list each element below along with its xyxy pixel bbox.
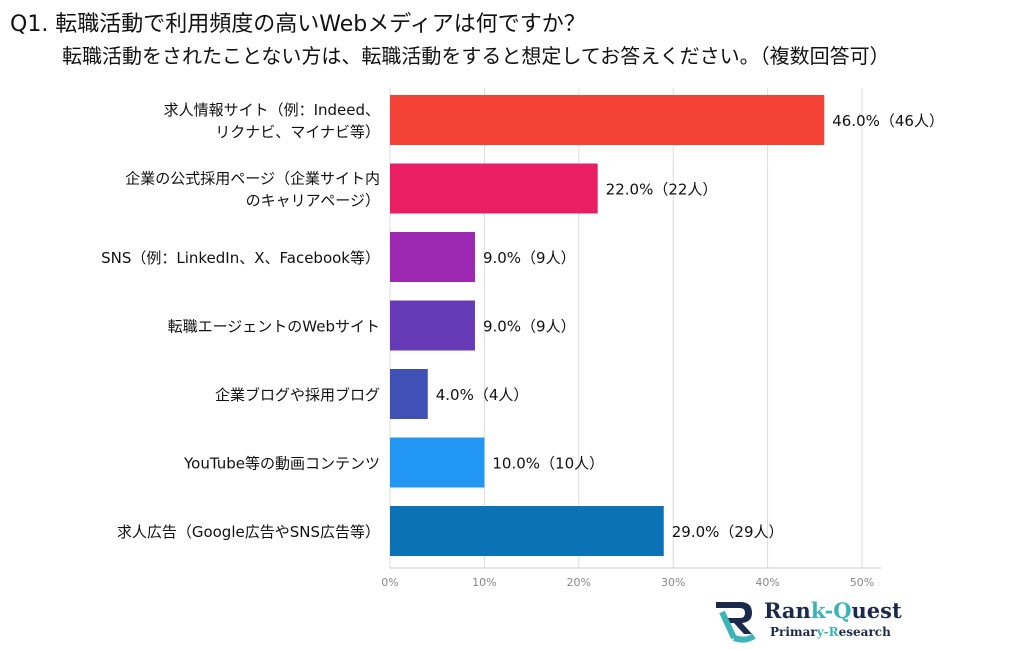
chart-subtitle: 転職活動をされたことない方は、転職活動をすると想定してお答えください。（複数回答… bbox=[62, 44, 890, 68]
bar bbox=[390, 506, 664, 556]
category-label: 求人情報サイト（例：Indeed、 bbox=[164, 101, 380, 119]
bar bbox=[390, 95, 825, 145]
category-label: 転職エージェントのWebサイト bbox=[168, 318, 380, 336]
logo-mark-icon bbox=[716, 602, 756, 643]
category-label: 企業ブログや採用ブログ bbox=[215, 386, 380, 404]
data-label: 10.0%（10人） bbox=[492, 455, 604, 473]
x-tick-label: 20% bbox=[567, 576, 591, 589]
bar bbox=[390, 300, 475, 351]
bar bbox=[390, 437, 485, 488]
x-tick-label: 0% bbox=[381, 576, 398, 589]
category-label: SNS（例：LinkedIn、X、Facebook等） bbox=[101, 249, 380, 267]
data-label: 22.0%（22人） bbox=[606, 181, 718, 199]
data-label: 46.0%（46人） bbox=[832, 112, 944, 130]
bar bbox=[390, 163, 598, 214]
x-tick-label: 30% bbox=[661, 576, 685, 589]
rank-quest-logo: Rank-Quest Primary-Research bbox=[712, 598, 912, 644]
x-tick-label: 50% bbox=[850, 576, 874, 589]
category-label: YouTube等の動画コンテンツ bbox=[183, 455, 380, 473]
x-tick-label: 10% bbox=[472, 576, 496, 589]
category-label: のキャリアページ） bbox=[246, 192, 380, 210]
category-label: 求人広告（Google広告やSNS広告等） bbox=[117, 523, 380, 541]
data-label: 29.0%（29人） bbox=[672, 523, 784, 541]
bar bbox=[390, 369, 428, 419]
logo-subtitle: Primary-Research bbox=[770, 625, 891, 639]
bar bbox=[390, 232, 475, 282]
chart-title: Q1. 転職活動で利用頻度の高いWebメディアは何ですか？ bbox=[10, 12, 586, 37]
data-label: 4.0%（4人） bbox=[436, 386, 529, 404]
data-label: 9.0%（9人） bbox=[483, 318, 576, 336]
data-label: 9.0%（9人） bbox=[483, 249, 576, 267]
category-label: リクナビ、マイナビ等） bbox=[215, 123, 380, 141]
category-label: 企業の公式採用ページ（企業サイト内 bbox=[125, 170, 380, 188]
x-tick-label: 40% bbox=[755, 576, 779, 589]
logo-title: Rank-Quest bbox=[764, 598, 902, 623]
